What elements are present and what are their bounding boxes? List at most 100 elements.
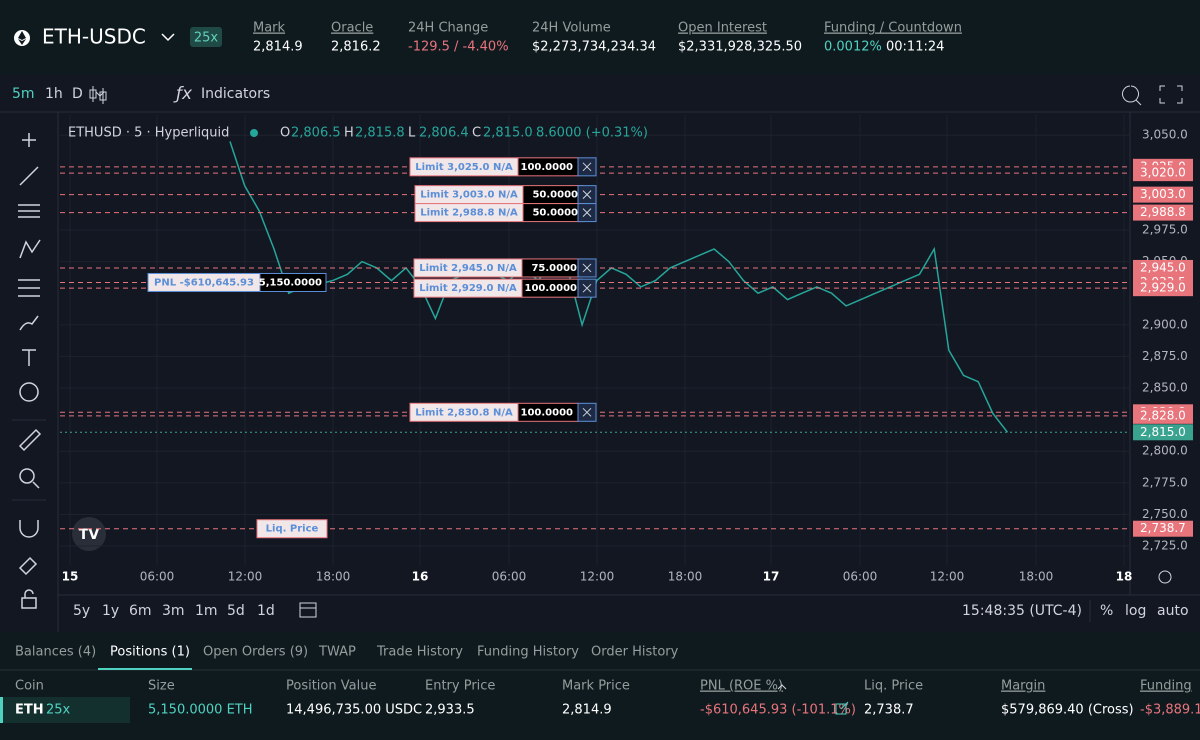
- x-tick-label: 06:00: [843, 570, 878, 584]
- drawing-tools[interactable]: [18, 133, 42, 609]
- ohlc-label: O: [280, 126, 290, 141]
- price-tag-label: 3,020.0: [1140, 166, 1186, 180]
- ohlc-change: 8.6000 (+0.31%): [536, 126, 648, 141]
- price-tag: [1133, 259, 1193, 276]
- tv-logo[interactable]: [72, 517, 106, 551]
- position-size-box: [259, 272, 327, 292]
- x-tick-label: 17: [763, 570, 780, 584]
- date-range-icon[interactable]: [299, 602, 317, 618]
- range-button[interactable]: 5y: [73, 603, 90, 619]
- indicators-button[interactable]: Indicators: [201, 86, 270, 102]
- order-cancel-x: [582, 162, 592, 172]
- range-button[interactable]: 1y: [102, 603, 119, 619]
- ohlc-value: 2,815.8: [355, 126, 405, 141]
- scale-option[interactable]: log: [1125, 603, 1146, 619]
- candle-type-icon[interactable]: [89, 86, 107, 104]
- column-header: Coin: [15, 679, 44, 694]
- column-header: Entry Price: [425, 679, 495, 694]
- scale-option[interactable]: auto: [1157, 603, 1189, 619]
- header-bg: [0, 0, 1200, 75]
- tab[interactable]: Positions (1): [110, 645, 190, 660]
- range-button[interactable]: 3m: [162, 603, 185, 619]
- ohlc-label: C: [472, 126, 481, 141]
- order-size: 50.0000: [532, 190, 578, 201]
- stat-label: Open Interest: [678, 21, 767, 36]
- y-tick-label: 3,050.0: [1142, 128, 1188, 142]
- x-tick-label: 12:00: [228, 570, 263, 584]
- stat-value: 2,816.2: [331, 40, 381, 55]
- column-header: Margin: [1001, 679, 1045, 694]
- interval-dropdown[interactable]: [95, 91, 105, 97]
- position-pnl: PNL -$610,645.93: [154, 277, 254, 288]
- liq-box[interactable]: [256, 519, 328, 539]
- tab[interactable]: Order History: [591, 645, 679, 660]
- price-tag: [1133, 280, 1193, 297]
- cell: -$610,645.93 (-101.1%): [700, 703, 856, 718]
- share-icon[interactable]: [835, 701, 849, 715]
- x-tick-label: 18:00: [1019, 570, 1054, 584]
- range-button[interactable]: 1d: [257, 603, 275, 619]
- range-button[interactable]: 1m: [195, 603, 218, 619]
- price-tag: [1133, 204, 1193, 221]
- ohlc-label: L: [408, 126, 416, 141]
- fx-icon[interactable]: ƒx: [173, 84, 193, 104]
- x-tick-label: 06:00: [140, 570, 175, 584]
- range-button[interactable]: 6m: [129, 603, 152, 619]
- x-tick-label: 15: [62, 570, 79, 584]
- price-tag-label: 2,815.0: [1140, 425, 1186, 439]
- cell-leverage: 25x: [46, 703, 71, 718]
- price-tag-label: 2,738.7: [1140, 521, 1186, 535]
- ohlc-label: H: [344, 126, 354, 141]
- price-tag-label: 2,988.8: [1140, 205, 1186, 219]
- tab[interactable]: Open Orders (9): [203, 645, 308, 660]
- ohlc-value: 2,806.4: [419, 126, 469, 141]
- ohlc-value: 2,806.5: [291, 126, 341, 141]
- range-button[interactable]: 5d: [227, 603, 245, 619]
- cell: 14,496,735.00 USDC: [286, 703, 422, 718]
- leverage-badge[interactable]: [190, 27, 222, 47]
- price-tag-label: 2,828.0: [1140, 408, 1186, 422]
- bottom-panel: [0, 632, 1200, 736]
- tab[interactable]: Balances (4): [15, 645, 96, 660]
- scale-option[interactable]: %: [1100, 603, 1113, 619]
- sort-arrow: [777, 684, 787, 690]
- stat-extra: 00:11:24: [886, 40, 944, 55]
- y-tick-label: 2,800.0: [1142, 444, 1188, 458]
- liq-label: Liq. Price: [266, 524, 319, 535]
- order-size: 100.0000: [520, 407, 573, 418]
- eth-glyph: [18, 31, 26, 45]
- pair[interactable]: ETH-USDC: [42, 25, 146, 49]
- stat-value: 0.0012%: [824, 40, 882, 55]
- settings-icon[interactable]: [1158, 570, 1172, 584]
- tv-logo-text: TV: [79, 527, 100, 543]
- tab[interactable]: TWAP: [318, 645, 356, 660]
- order-cancel-x: [582, 190, 592, 199]
- chart-panel: [0, 75, 1200, 632]
- column-header: Size: [148, 679, 175, 694]
- interval[interactable]: 5m: [12, 86, 35, 102]
- leverage: 25x: [194, 31, 219, 46]
- order-label: Limit 2,830.8 N/A: [415, 407, 513, 418]
- order-size: 50.0000: [532, 208, 578, 219]
- interval[interactable]: D: [72, 86, 83, 102]
- price-tag-label: 3,003.0: [1140, 187, 1186, 201]
- interval[interactable]: 1h: [45, 86, 63, 102]
- stat-value: $2,331,928,325.50: [678, 40, 802, 55]
- stat-value: 2,814.9: [253, 40, 303, 55]
- cell: 5,150.0000 ETH: [148, 703, 253, 718]
- x-tick-label: 06:00: [492, 570, 527, 584]
- row-highlight: [0, 697, 130, 723]
- order-label: Limit 2,945.0 N/A: [419, 263, 517, 274]
- x-tick-label: 12:00: [930, 570, 965, 584]
- x-tick-label: 12:00: [580, 570, 615, 584]
- column-header[interactable]: PNL (ROE %): [700, 679, 783, 694]
- pair-dropdown[interactable]: [161, 33, 175, 42]
- toolbar-right-icons[interactable]: [1122, 85, 1183, 106]
- live-dot: [250, 129, 258, 137]
- tab[interactable]: Funding History: [477, 645, 579, 660]
- column-header: Mark Price: [562, 679, 630, 694]
- tab[interactable]: Trade History: [376, 645, 463, 660]
- order-label: Limit 2,929.0 N/A: [419, 283, 517, 294]
- stat-label: Mark: [253, 21, 286, 36]
- cell: $579,869.40 (Cross): [1001, 703, 1134, 718]
